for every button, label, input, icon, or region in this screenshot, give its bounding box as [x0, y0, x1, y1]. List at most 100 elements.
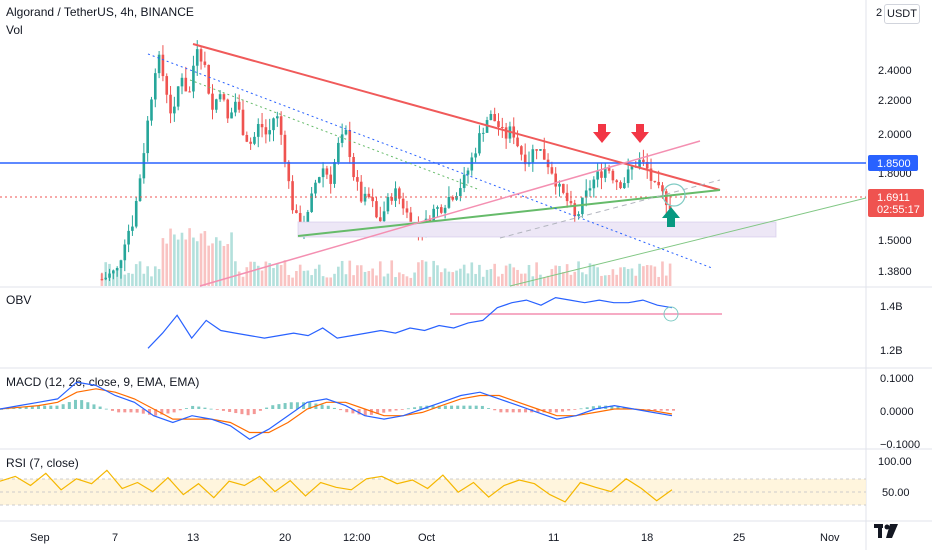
price-tick: 2.0000 — [878, 129, 912, 141]
volume-bar — [161, 238, 165, 286]
volume-bar — [302, 270, 306, 286]
candle-body — [325, 168, 329, 175]
volume-bar — [142, 273, 146, 286]
volume-bar — [542, 277, 546, 286]
volume-bar — [363, 271, 367, 286]
volume-bar — [451, 272, 455, 286]
candle-body — [626, 169, 630, 184]
price-axis-partial-tick: 2 — [876, 7, 882, 19]
macd-tick: 0.0000 — [880, 406, 914, 418]
candle-body — [577, 214, 580, 217]
macd-histogram-bar — [585, 407, 589, 409]
volume-bar — [134, 264, 138, 286]
volume-bar — [428, 276, 432, 286]
volume-bar — [157, 269, 161, 286]
candle-body — [447, 196, 451, 208]
pink-rising-trendline — [199, 140, 701, 287]
volume-bar — [470, 262, 474, 286]
symbol-title: Algorand / TetherUS, 4h, BINANCE — [6, 5, 194, 19]
volume-bar — [340, 260, 344, 286]
candle-body — [211, 93, 214, 110]
macd-histogram-bar — [579, 408, 583, 410]
candle-body — [276, 116, 279, 119]
volume-bar — [447, 271, 451, 286]
macd-histogram-bar — [394, 409, 398, 411]
candle-body — [230, 112, 233, 119]
volume-bar — [668, 263, 672, 286]
macd-histogram-bar — [209, 408, 213, 410]
macd-histogram-bar — [474, 405, 478, 409]
candle-body — [226, 99, 230, 119]
candle-body — [516, 137, 519, 147]
time-label: Sep — [30, 532, 50, 544]
breakout-circle — [662, 183, 686, 207]
volume-bar — [619, 267, 622, 286]
candle-body — [504, 127, 508, 139]
candle-body — [565, 192, 569, 202]
candle-body — [287, 161, 291, 182]
candle-body — [596, 171, 599, 180]
currency-select-button[interactable]: USDT — [884, 4, 920, 24]
volume-bar — [138, 261, 142, 286]
candle-body — [115, 268, 119, 271]
candle-body — [188, 91, 191, 93]
macd-histogram-bar — [12, 407, 16, 409]
candle-body — [245, 134, 249, 142]
volume-bar — [317, 264, 321, 286]
macd-histogram-bar — [277, 404, 281, 409]
candle-body — [340, 134, 344, 143]
macd-histogram-bar — [345, 409, 349, 413]
candle-body — [138, 178, 142, 201]
volume-bar — [520, 273, 523, 286]
candle-body — [501, 126, 504, 128]
volume-bar — [497, 276, 500, 286]
volume-bar — [554, 265, 557, 286]
macd-histogram-bar — [228, 409, 232, 412]
candle-body — [649, 168, 653, 181]
volume-bar — [550, 269, 554, 286]
candle-body — [531, 149, 535, 163]
volume-bar — [276, 263, 279, 286]
volume-bar — [112, 273, 115, 286]
candle-body — [180, 77, 184, 87]
candle-body — [306, 211, 310, 227]
macd-histogram-bar — [166, 409, 170, 414]
candle-body — [642, 159, 645, 162]
price-tick: 1.3800 — [878, 266, 912, 278]
candle-body — [131, 226, 134, 231]
volume-bar — [623, 267, 626, 286]
tradingview-logo-icon[interactable] — [873, 520, 899, 542]
macd-histogram-bar — [252, 409, 256, 415]
candle-body — [356, 177, 359, 182]
candle-body — [584, 190, 588, 198]
candle-body — [600, 171, 603, 178]
candle-body — [523, 154, 527, 165]
macd-histogram-bar — [487, 408, 491, 409]
volume-bar — [295, 270, 298, 286]
volume-bar — [241, 276, 245, 286]
volume-bar — [195, 241, 199, 286]
volume-bar — [508, 263, 512, 286]
macd-histogram-bar — [493, 409, 497, 411]
candle-body — [207, 64, 210, 94]
macd-histogram-bar — [610, 405, 614, 409]
volume-bar — [165, 243, 169, 286]
candle-body — [489, 113, 493, 121]
obv-circle — [663, 306, 679, 322]
volume-bar — [382, 276, 386, 286]
volume-bar — [649, 265, 653, 286]
candle-body — [348, 130, 352, 157]
volume-bar — [405, 276, 409, 286]
volume-bar — [424, 261, 428, 286]
candle-body — [401, 198, 405, 209]
macd-histogram-bar — [431, 405, 435, 409]
macd-histogram-bar — [437, 405, 441, 409]
candle-body — [264, 127, 268, 135]
volume-bar — [184, 239, 188, 286]
macd-histogram-bar — [172, 409, 176, 413]
volume-bar — [314, 268, 317, 286]
volume-bar — [321, 276, 325, 286]
resistance-price-tag-text: 1.8500 — [877, 158, 911, 170]
candle-body — [119, 260, 123, 269]
